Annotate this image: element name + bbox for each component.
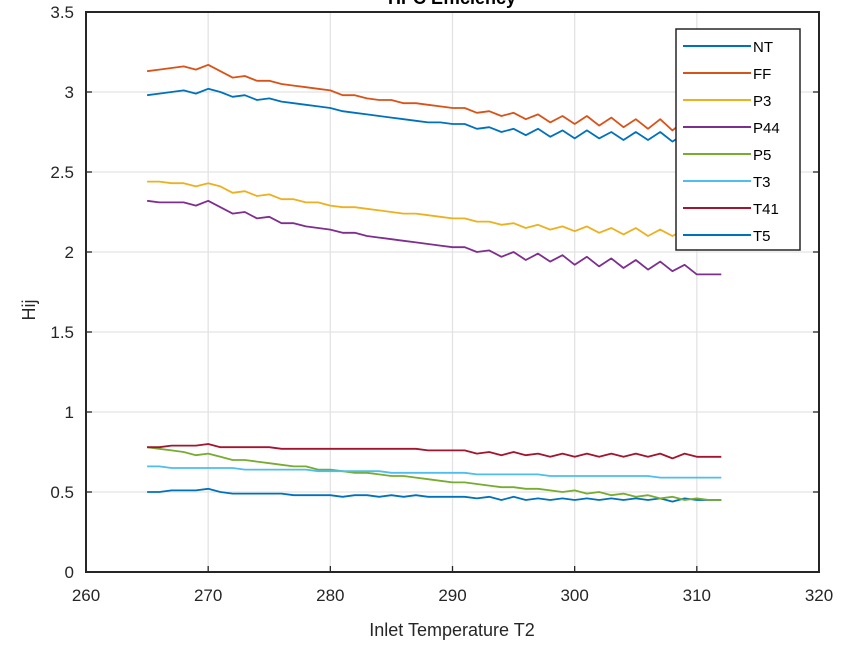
y-tick-label: 1	[65, 403, 74, 422]
legend-label: P5	[753, 147, 771, 164]
y-tick-label: 1.5	[50, 323, 74, 342]
series-line-p5	[146, 446, 722, 501]
y-tick-label: 3	[65, 83, 74, 102]
x-tick-label: 280	[316, 586, 344, 605]
legend-label: T3	[753, 174, 771, 191]
x-tick-label: 310	[683, 586, 711, 605]
legend-label: T5	[753, 228, 771, 245]
legend-label: T41	[753, 201, 779, 218]
axes-frame	[85, 11, 820, 573]
series-line-t5	[146, 87, 722, 143]
legend-label: P44	[753, 120, 780, 137]
chart-title: HPC Efficiency	[388, 0, 516, 8]
legend-label: NT	[753, 39, 773, 56]
legend-box	[675, 28, 801, 251]
y-axis-label: Hij	[19, 300, 39, 321]
axes-box	[85, 11, 820, 573]
y-tick-label: 0	[65, 563, 74, 582]
x-tick-label: 290	[438, 586, 466, 605]
series-line-t41	[147, 443, 722, 460]
series-line-nt	[147, 487, 722, 503]
legend-label: P3	[753, 93, 771, 110]
y-tick-label: 2.5	[50, 163, 74, 182]
legend-label: FF	[753, 66, 771, 83]
series-line-p3	[147, 180, 722, 237]
y-tick-label: 2	[65, 243, 74, 262]
y-tick-label: 3.5	[50, 3, 74, 22]
x-tick-label: 270	[194, 586, 222, 605]
legend: NT FF P3 P44 P5 T3 T41 T5	[675, 28, 801, 251]
series-line-ff	[146, 63, 722, 132]
x-tick-label: 260	[72, 586, 100, 605]
x-tick-label: 320	[805, 586, 833, 605]
x-tick-label: 300	[560, 586, 588, 605]
y-tick-label: 0.5	[50, 483, 74, 502]
series-lines	[146, 63, 722, 503]
series-line-p44	[146, 199, 722, 276]
series-line-t3	[147, 465, 722, 479]
tick-labels: 260 270 280 290 300 310 320 0 0.5 1 1.5 2 2.5 3 3.5	[50, 3, 833, 605]
x-axis-label: Inlet Temperature T2	[369, 620, 534, 640]
